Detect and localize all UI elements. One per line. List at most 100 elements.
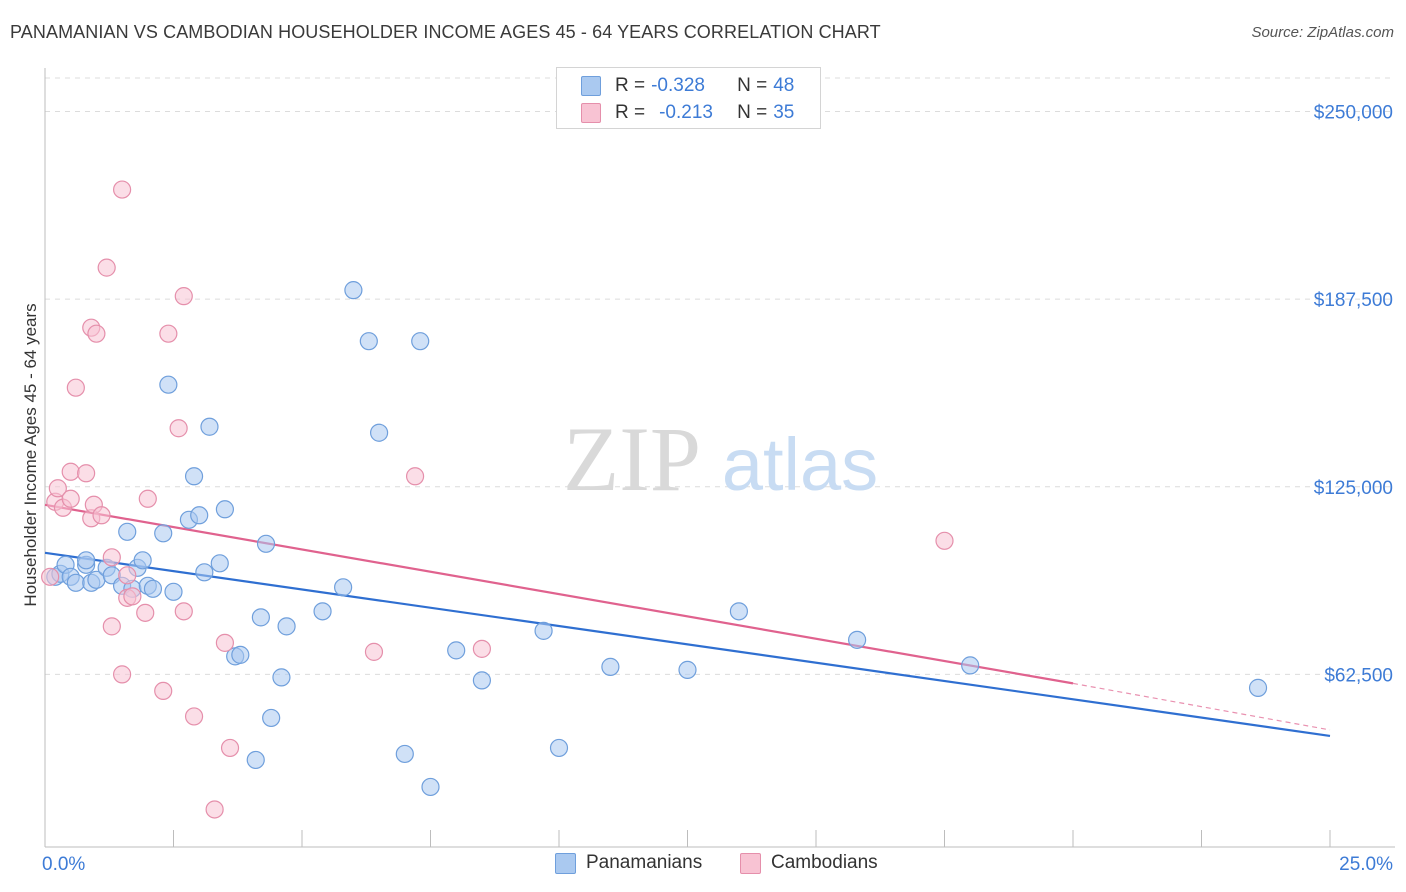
cambodian-point	[138, 489, 157, 508]
panamanian-point	[262, 708, 281, 728]
cambodian-point	[118, 566, 137, 585]
cambodian-trend-line	[44, 503, 1074, 685]
data-points	[41, 180, 1268, 819]
panamanian-point	[231, 645, 250, 664]
panamanian-point	[251, 608, 270, 627]
panamanian-point	[118, 522, 137, 541]
y-tick-label: $187,500	[1314, 290, 1393, 311]
cambodian-point	[169, 419, 188, 438]
n-label: N =	[737, 75, 768, 96]
watermark-zip: ZIP	[563, 408, 701, 510]
panamanian-point	[549, 738, 569, 758]
panamanian-point	[195, 563, 214, 582]
r-value: -0.213	[659, 102, 713, 123]
panamanian-point	[133, 551, 152, 570]
panamanian-point	[210, 554, 229, 573]
cambodian-point	[472, 639, 491, 658]
panamanian-point	[1248, 678, 1268, 697]
chart-title: PANAMANIAN VS CAMBODIAN HOUSEHOLDER INCO…	[10, 22, 881, 42]
cambodian-point	[215, 633, 234, 652]
correlation-legend: R = -0.328 N = 48 R = -0.213 N = 35	[556, 67, 821, 129]
cambodian-point	[184, 707, 204, 726]
y-tick-label: $62,500	[1324, 665, 1393, 686]
r-label: R =	[615, 75, 646, 96]
cambodian-point	[112, 180, 132, 199]
cambodian-point	[123, 587, 142, 606]
cambodian-point	[92, 506, 111, 525]
trend-lines	[44, 503, 1331, 738]
panamanian-point	[359, 332, 378, 351]
r-value: -0.328	[651, 75, 705, 96]
cambodian-point	[77, 464, 96, 483]
y-tick-label: $250,000	[1314, 103, 1393, 124]
cambodian-point	[159, 324, 178, 343]
panamanian-point	[272, 668, 291, 687]
panamanian-point	[370, 423, 389, 442]
panamanian-point	[395, 744, 414, 764]
cambodian-point	[87, 324, 106, 343]
n-value: 48	[773, 75, 795, 96]
cambodian-point	[61, 489, 80, 508]
cambodian-point	[48, 479, 67, 498]
legend-label: Cambodians	[771, 852, 878, 873]
legend-swatch-panamanians	[581, 76, 601, 96]
cambodian-point	[174, 602, 193, 621]
legend-swatch-cambodians	[740, 852, 761, 874]
legend-item-cambodians[interactable]: Cambodians	[740, 852, 878, 874]
cambodian-point	[102, 617, 121, 636]
r-label: R =	[615, 102, 646, 123]
legend-item-panamanians[interactable]: Panamanians	[555, 852, 702, 874]
panamanian-point	[154, 524, 173, 543]
panamanian-point	[277, 617, 296, 636]
cambodian-point	[205, 800, 224, 819]
cambodian-point	[112, 665, 132, 684]
y-axis-label: Householder Income Ages 45 - 64 years	[21, 303, 40, 606]
cambodian-point	[41, 567, 60, 586]
legend-row-panamanians: R = -0.328 N = 48	[581, 74, 794, 98]
cambodian-point	[174, 287, 193, 306]
panamanian-point	[184, 467, 204, 486]
panamanian-point	[411, 332, 430, 351]
cambodian-point	[220, 738, 240, 758]
n-label: N =	[737, 102, 768, 123]
panamanian-point	[215, 500, 234, 519]
panamanian-point	[143, 579, 163, 598]
panamanian-point	[190, 506, 209, 525]
panamanian-point	[472, 671, 491, 690]
panamanian-point	[344, 281, 363, 300]
cambodian-point	[66, 378, 85, 397]
legend-row-cambodians: R = -0.213 N = 35	[581, 101, 794, 125]
series-legend: Panamanians Cambodians	[0, 852, 1406, 876]
cambodian-point	[364, 642, 384, 661]
panamanian-point	[256, 534, 276, 553]
panamanian-point	[601, 657, 620, 676]
cambodian-point	[405, 467, 425, 486]
legend-swatch-panamanians	[555, 852, 576, 874]
panamanian-point	[848, 630, 867, 649]
y-tick-label: $125,000	[1314, 478, 1393, 499]
cambodian-point	[61, 462, 80, 481]
legend-label: Panamanians	[586, 852, 703, 873]
panamanian-point	[164, 582, 183, 601]
axes	[44, 68, 1395, 848]
panamanian-point	[313, 602, 332, 621]
cambodian-point	[935, 531, 954, 550]
panamanian-point	[421, 777, 440, 797]
gridlines	[45, 77, 1395, 675]
panamanian-point	[246, 750, 265, 770]
panamanian-point	[534, 621, 553, 640]
panamanian-point	[334, 578, 353, 597]
x-tick-min: 0.0%	[42, 854, 85, 875]
panamanian-trend-line	[44, 551, 1331, 738]
panamanian-point	[729, 602, 749, 621]
panamanian-point	[447, 641, 466, 660]
panamanian-point	[77, 551, 96, 570]
n-value: 35	[773, 102, 795, 123]
panamanian-point	[200, 417, 219, 436]
cambodian-point	[97, 258, 116, 277]
cambodian-trend-extension	[1072, 682, 1331, 731]
cambodian-point	[136, 603, 155, 622]
cambodian-point	[154, 681, 173, 700]
panamanian-point	[66, 573, 85, 592]
